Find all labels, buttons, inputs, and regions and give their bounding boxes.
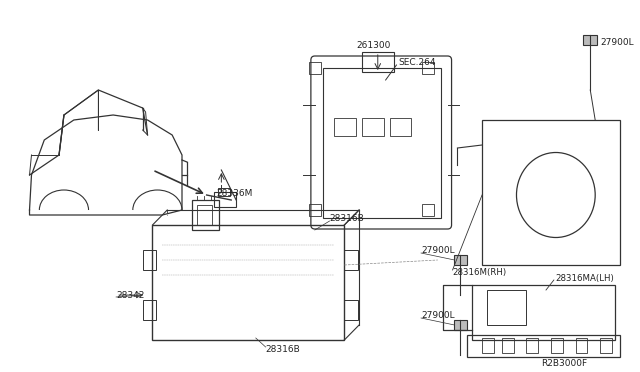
Bar — [214, 192, 236, 207]
Bar — [196, 205, 212, 225]
Bar — [487, 290, 526, 325]
Text: 28342: 28342 — [116, 291, 145, 299]
Text: 28316B: 28316B — [330, 214, 364, 222]
Bar — [309, 62, 321, 74]
Bar — [335, 118, 356, 136]
Bar — [551, 338, 563, 353]
Bar — [472, 285, 615, 340]
Bar — [422, 204, 434, 216]
Bar — [143, 250, 156, 270]
Bar — [482, 120, 620, 265]
Text: 28316B: 28316B — [266, 346, 300, 355]
Bar — [309, 204, 321, 216]
Bar — [482, 338, 494, 353]
Bar — [502, 338, 513, 353]
Text: 28316M(RH): 28316M(RH) — [452, 269, 507, 278]
Bar — [526, 338, 538, 353]
Text: 28336M: 28336M — [216, 189, 253, 198]
Bar — [575, 338, 588, 353]
Text: 27900L: 27900L — [600, 38, 634, 46]
Bar — [454, 320, 467, 330]
Bar — [600, 338, 612, 353]
Text: 28316MA(LH): 28316MA(LH) — [556, 273, 614, 282]
Bar — [584, 35, 597, 45]
Bar — [422, 62, 434, 74]
Text: SEC.264: SEC.264 — [399, 58, 436, 67]
Bar — [362, 52, 394, 72]
Text: R2B3000F: R2B3000F — [541, 359, 588, 368]
Bar — [143, 300, 156, 320]
Text: 261300: 261300 — [356, 41, 390, 49]
Text: 27900L: 27900L — [421, 311, 454, 320]
Bar — [344, 250, 358, 270]
Bar — [454, 255, 467, 265]
Bar — [362, 118, 383, 136]
Bar — [344, 300, 358, 320]
Text: 27900L: 27900L — [421, 246, 454, 254]
Bar — [152, 225, 344, 340]
Bar — [467, 335, 620, 357]
Bar — [218, 188, 230, 196]
Bar — [323, 68, 441, 218]
Bar — [390, 118, 412, 136]
Bar — [192, 200, 220, 230]
